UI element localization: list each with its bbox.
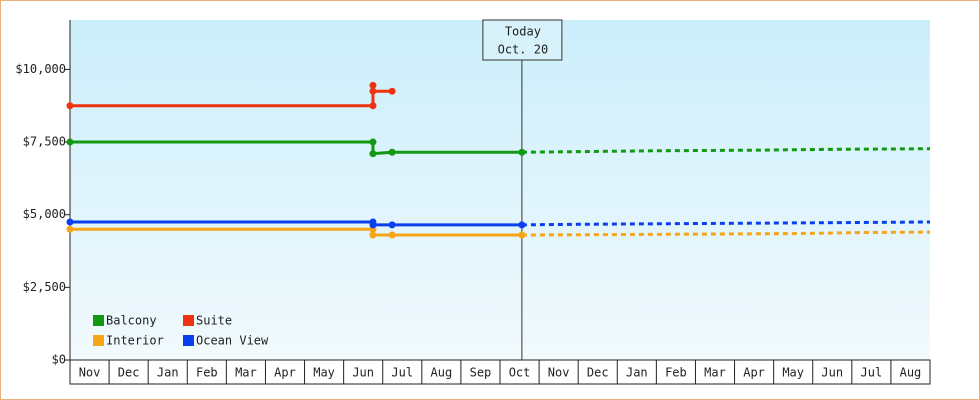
legend-swatch — [183, 335, 194, 346]
point — [388, 87, 396, 95]
point — [369, 150, 377, 158]
x-tick-label: Apr — [274, 366, 296, 380]
x-tick-label: May — [782, 366, 804, 380]
series-line — [70, 85, 393, 108]
today-box — [482, 19, 563, 61]
x-tick-label: Nov — [548, 366, 570, 380]
forecast-line — [521, 230, 931, 237]
y-tick-label: $0 — [52, 353, 66, 367]
point — [369, 102, 377, 110]
point — [66, 218, 74, 226]
x-tick-label: Aug — [431, 366, 453, 380]
x-tick-label: Nov — [79, 366, 101, 380]
x-tick-label: Sep — [470, 366, 492, 380]
point — [369, 231, 377, 239]
point — [388, 148, 396, 156]
x-tick-label: Dec — [587, 366, 609, 380]
x-tick-label: Jan — [157, 366, 179, 380]
point — [388, 221, 396, 229]
x-tick-label: Jun — [352, 366, 374, 380]
y-tick-label: $5,000 — [23, 207, 66, 221]
legend-swatch — [183, 315, 194, 326]
point — [388, 231, 396, 239]
legend-swatch — [93, 315, 104, 326]
point — [518, 221, 526, 229]
forecast-line — [521, 147, 931, 154]
point — [66, 102, 74, 110]
x-tick-label: Feb — [196, 366, 218, 380]
legend-swatch — [93, 335, 104, 346]
point — [369, 138, 377, 146]
legend-label: Balcony — [106, 314, 157, 328]
legend-label: Suite — [196, 314, 232, 328]
today-label: Oct. 20 — [498, 43, 549, 57]
point — [518, 231, 526, 239]
point — [369, 87, 377, 95]
point — [369, 81, 377, 89]
x-tick-label: Mar — [235, 366, 257, 380]
legend-label: Interior — [106, 334, 164, 348]
plot-area — [70, 20, 930, 360]
x-tick-label: Jul — [861, 366, 883, 380]
x-tick-label: Feb — [665, 366, 687, 380]
x-tick-label: Jul — [391, 366, 413, 380]
x-tick-label: Mar — [704, 366, 726, 380]
y-tick-label: $2,500 — [23, 280, 66, 294]
x-tick-label: Jan — [626, 366, 648, 380]
x-tick-label: Jun — [821, 366, 843, 380]
point — [518, 148, 526, 156]
x-tick-label: Apr — [743, 366, 765, 380]
x-tick-label: Aug — [900, 366, 922, 380]
point — [66, 225, 74, 233]
x-tick-label: Oct — [509, 366, 531, 380]
y-tick-label: $10,000 — [15, 62, 66, 76]
y-tick-label: $7,500 — [23, 135, 66, 149]
point — [66, 138, 74, 146]
x-tick-label: May — [313, 366, 335, 380]
today-label: Today — [505, 25, 541, 39]
legend-label: Ocean View — [196, 334, 269, 348]
x-tick-label: Dec — [118, 366, 140, 380]
forecast-line — [521, 220, 931, 227]
point — [369, 221, 377, 229]
